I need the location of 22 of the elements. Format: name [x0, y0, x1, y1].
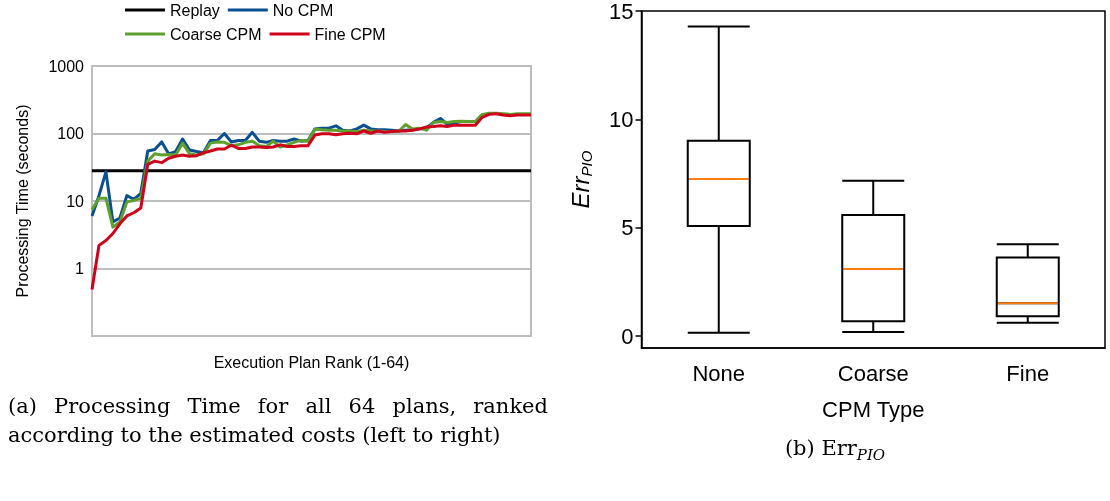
y-tick-label: 15 — [609, 0, 634, 24]
y-tick-label: 5 — [621, 215, 634, 241]
y-axis-title: ErrPIO — [566, 150, 595, 209]
x-axis-title: CPM Type — [822, 396, 925, 422]
legend-label: Replay — [170, 1, 220, 19]
y-tick-label: 10 — [66, 192, 85, 210]
x-tick-label: Fine — [1006, 360, 1050, 386]
y-tick-label: 1000 — [48, 57, 85, 75]
x-tick-label: None — [692, 360, 746, 386]
y-tick-label: 100 — [57, 125, 85, 142]
text: (b) Err$_{PIO}$ — [783, 435, 887, 467]
legend-label: Coarse CPM — [170, 25, 262, 43]
y-tick-label: 1 — [75, 260, 85, 277]
y-tick-label: 0 — [621, 323, 634, 349]
text: (a) Processing Time for all 64 plans, ranked according to the estimated costs (left to right) — [8, 393, 548, 449]
legend-label: Fine CPM — [314, 25, 386, 43]
x-axis-title: Execution Plan Rank (1-64) — [213, 353, 410, 371]
legend-label: No CPM — [272, 1, 334, 19]
line-series — [90, 112, 533, 291]
x-tick-label: Coarse — [837, 360, 909, 386]
y-axis-title: Processing Time (seconds) — [13, 104, 31, 298]
y-tick-label: 10 — [609, 106, 634, 132]
